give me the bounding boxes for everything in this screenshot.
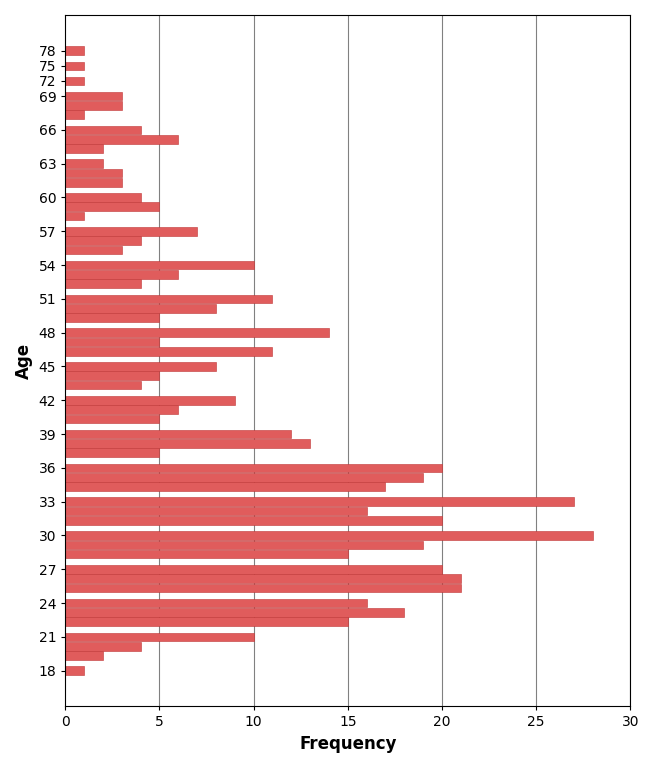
Bar xyxy=(65,111,84,119)
Bar xyxy=(65,381,141,389)
Bar xyxy=(65,91,122,101)
Bar xyxy=(65,565,442,574)
Bar xyxy=(65,313,160,322)
X-axis label: Frequency: Frequency xyxy=(299,735,396,753)
Bar xyxy=(65,362,216,371)
Bar xyxy=(65,144,103,153)
Bar xyxy=(65,329,329,337)
Bar xyxy=(65,135,179,144)
Bar xyxy=(65,295,273,303)
Bar xyxy=(65,574,461,583)
Bar xyxy=(65,473,423,482)
Bar xyxy=(65,396,235,405)
Bar xyxy=(65,608,404,617)
Bar xyxy=(65,169,122,177)
Bar xyxy=(65,246,122,254)
Bar xyxy=(65,227,197,236)
Bar xyxy=(65,430,291,439)
Bar xyxy=(65,415,160,423)
Bar xyxy=(65,338,160,346)
Bar xyxy=(65,125,141,134)
Bar xyxy=(65,550,348,558)
Bar xyxy=(65,464,442,472)
Bar xyxy=(65,507,367,515)
Bar xyxy=(65,498,574,506)
Bar xyxy=(65,237,141,245)
Bar xyxy=(65,46,84,55)
Bar xyxy=(65,261,254,270)
Y-axis label: Age: Age xyxy=(15,343,33,379)
Bar xyxy=(65,667,84,675)
Bar xyxy=(65,304,216,313)
Bar xyxy=(65,178,122,187)
Bar xyxy=(65,516,442,525)
Bar xyxy=(65,159,103,168)
Bar xyxy=(65,270,179,279)
Bar xyxy=(65,531,593,540)
Bar xyxy=(65,633,254,641)
Bar xyxy=(65,347,273,356)
Bar xyxy=(65,617,348,626)
Bar xyxy=(65,212,84,220)
Bar xyxy=(65,77,84,85)
Bar xyxy=(65,482,385,491)
Bar xyxy=(65,642,141,650)
Bar xyxy=(65,193,141,202)
Bar xyxy=(65,651,103,660)
Bar xyxy=(65,449,160,457)
Bar xyxy=(65,372,160,380)
Bar xyxy=(65,599,367,607)
Bar xyxy=(65,406,179,414)
Bar xyxy=(65,280,141,288)
Bar xyxy=(65,584,461,592)
Bar xyxy=(65,203,160,211)
Bar xyxy=(65,541,423,549)
Bar xyxy=(65,439,310,448)
Bar xyxy=(65,61,84,70)
Bar xyxy=(65,101,122,110)
